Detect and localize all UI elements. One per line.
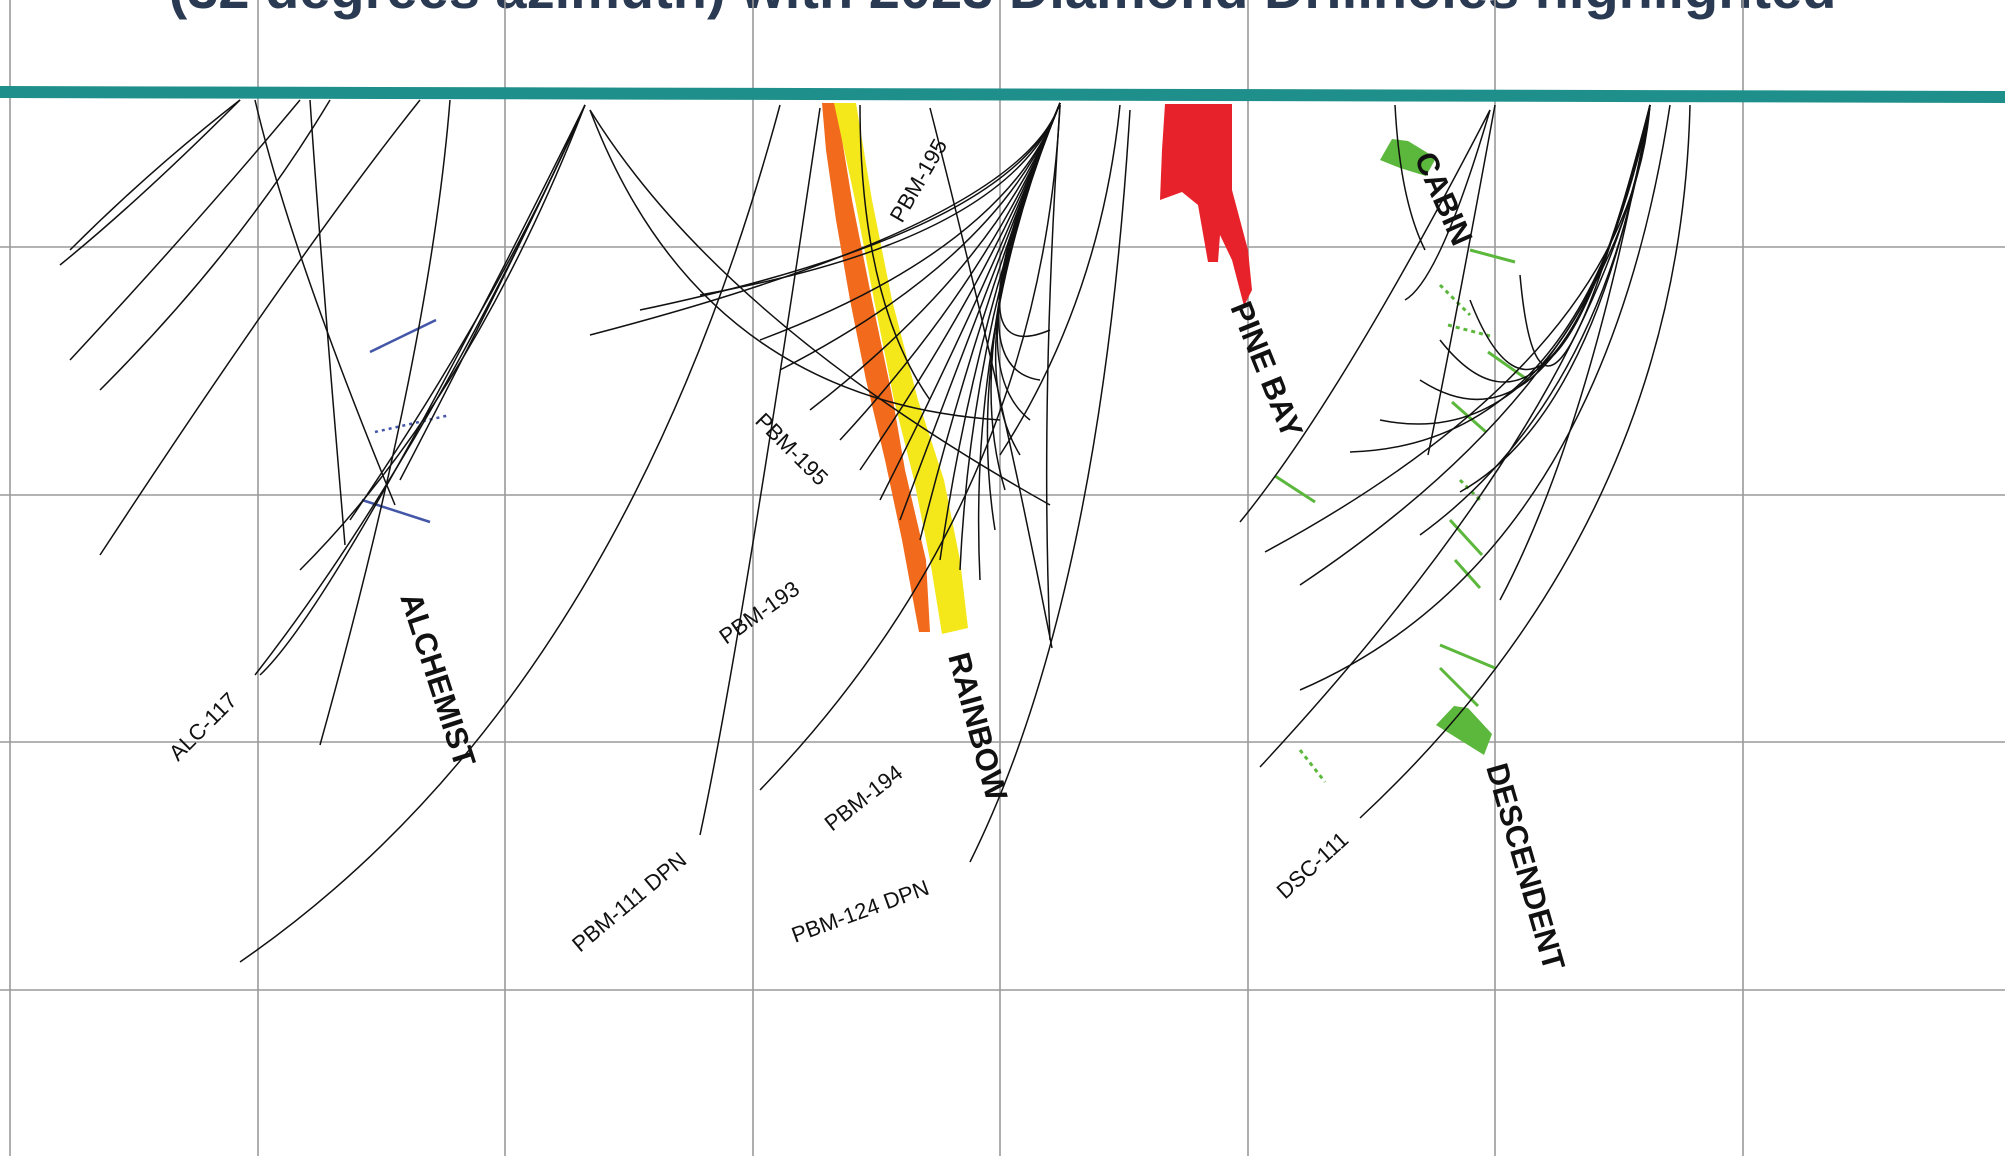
label-pbm-111-dpn: PBM-111 DPN	[567, 847, 691, 957]
drillhole-trace	[254, 104, 586, 676]
drillhole-trace	[239, 104, 781, 963]
drillhole-trace	[1404, 109, 1491, 301]
topographic-surface	[0, 86, 2005, 103]
label-pbm-193: PBM-193	[715, 576, 804, 649]
drillhole-trace	[259, 104, 586, 676]
intercept	[1451, 400, 1487, 434]
pine-bay-zone	[1160, 104, 1252, 306]
label-alchemist: ALCHEMIST	[393, 588, 482, 771]
drillhole-trace	[929, 107, 1053, 649]
drillhole-trace	[1427, 104, 1496, 456]
drillhole-trace	[1499, 104, 1651, 601]
drillhole-trace	[59, 99, 241, 266]
drillhole-trace	[1359, 104, 1691, 819]
drillhole-trace	[254, 99, 396, 506]
drillhole-trace	[99, 99, 421, 556]
drillhole-trace	[1045, 104, 1061, 641]
label-pbm-124-dpn: PBM-124 DPN	[788, 875, 932, 948]
intercept	[1274, 474, 1316, 504]
label-descendent: DESCENDENT	[1479, 759, 1572, 974]
drillhole-trace	[349, 104, 586, 521]
descendent-zone	[1436, 706, 1492, 755]
drillhole-trace	[999, 104, 1121, 456]
drillhole-trace	[998, 102, 1061, 338]
cabin-descendent-intercepts	[1274, 248, 1529, 783]
drillhole-trace	[759, 104, 1061, 791]
intercept	[1487, 350, 1529, 382]
intercept	[1448, 518, 1484, 557]
drillhole-trace	[1459, 104, 1651, 493]
drillhole-trace	[1519, 104, 1651, 367]
drillhole-trace	[309, 99, 346, 546]
intercept	[1438, 666, 1480, 708]
drillhole-trace	[959, 102, 1061, 571]
drillhole-trace	[1299, 104, 1671, 691]
drillhole-trace	[699, 107, 821, 836]
label-pine-bay: PINE BAY	[1224, 297, 1310, 444]
label-alc-117: ALC-117	[164, 688, 242, 766]
label-pbm-194: PBM-194	[820, 760, 908, 836]
drillhole-trace	[969, 109, 1131, 863]
intercept	[374, 413, 451, 434]
label-rainbow: RAINBOW	[941, 649, 1014, 805]
drillhole-trace	[1239, 109, 1491, 523]
section-title: (32 degrees azimuth) with 2023 Diamond D…	[0, 0, 2005, 21]
drillhole-trace	[299, 104, 586, 571]
drillhole-trace	[69, 99, 241, 251]
intercept	[1439, 643, 1496, 670]
drillhole-trace	[589, 109, 1051, 506]
drillhole-trace	[699, 102, 1061, 296]
intercept	[1298, 749, 1327, 783]
drillhole-trace	[69, 99, 301, 361]
intercept	[361, 498, 431, 524]
drillhole-traces	[59, 99, 1691, 963]
cabin-zone	[1380, 139, 1436, 176]
drillhole-trace	[779, 102, 1061, 371]
intercept	[369, 318, 437, 354]
drillhole-trace	[319, 99, 451, 746]
alchemist-intercepts	[361, 318, 451, 524]
drillhole-trace	[1299, 104, 1651, 586]
rainbow-zone-orange	[822, 103, 930, 632]
drillhole-labels: ALC-117 PBM-195 PBM-195 PBM-193 PBM-194 …	[164, 135, 1353, 957]
drillhole-trace	[859, 104, 931, 401]
intercept	[1438, 283, 1472, 317]
label-dsc-111: DSC-111	[1272, 827, 1354, 904]
drillhole-trace	[589, 109, 1001, 421]
drillhole-trace	[99, 99, 331, 391]
label-pbm-195-upper: PBM-195	[885, 135, 953, 227]
intercept	[1469, 248, 1516, 264]
drillhole-trace	[1394, 104, 1426, 251]
drillhole-trace	[589, 102, 1061, 336]
